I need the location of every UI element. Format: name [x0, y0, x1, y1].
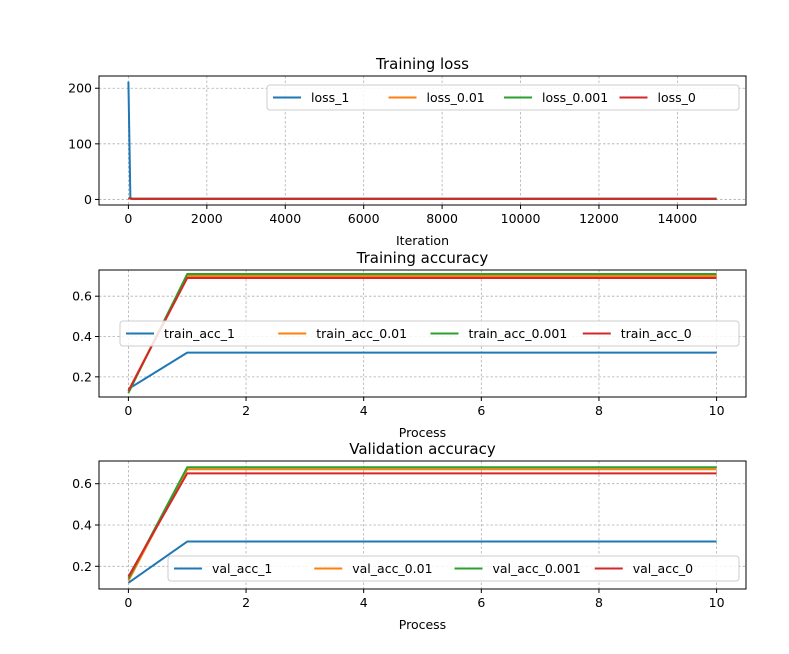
x-axis-label: Process [399, 617, 446, 632]
x-tick-label: 6 [477, 595, 485, 610]
series-line-loss_0 [128, 197, 717, 200]
y-tick-label: 0.2 [72, 559, 92, 574]
legend-entry: loss_1 [311, 90, 349, 105]
y-tick-label: 0.6 [72, 289, 92, 304]
x-tick-label: 8 [595, 595, 603, 610]
legend: train_acc_1 train_acc_0.01 train_acc_0.001… [119, 320, 740, 347]
legend-box [266, 84, 740, 111]
axes-frame [98, 75, 747, 206]
x-tick-label: 0 [124, 595, 132, 610]
chart-title: Training accuracy [356, 249, 489, 267]
chart-2: 0 2 4 6 8 10 0.2 0.4 0.6 Training accuracy Process… [72, 249, 747, 440]
y-tick-label: 0.6 [72, 476, 92, 491]
x-tick-label: 0 [124, 403, 132, 418]
x-tick-label: 6 [477, 403, 485, 418]
legend: val_acc_1 val_acc_0.01 val_acc_0.001 val_ac… [167, 555, 740, 582]
x-tick-label: 10 [709, 403, 725, 418]
series-line-val_acc_0 [127, 472, 717, 578]
y-tick-label: 0.4 [72, 329, 92, 344]
series-line-train_acc_1 [127, 351, 717, 390]
y-tick-label: 0.4 [72, 518, 92, 533]
x-tick-label: 2000 [191, 211, 223, 226]
legend-entry: val_acc_0.01 [352, 561, 432, 576]
legend-entry: val_acc_1 [212, 561, 272, 576]
chart-title: Validation accuracy [349, 440, 496, 458]
x-axis-label: Iteration [396, 233, 449, 248]
chart-1: 0 2000 4000 6000 8000 10000 12000 14000 0 100 200 T… [68, 55, 747, 248]
series-line-val_acc_1 [127, 540, 717, 584]
y-tick-label: 200 [68, 81, 92, 96]
x-tick-label: 4000 [269, 211, 301, 226]
x-tick-label: 2 [242, 403, 250, 418]
legend-entry: val_acc_0.001 [493, 561, 581, 576]
legend-box [119, 320, 740, 347]
legend-entry: loss_0.01 [427, 90, 485, 105]
legend-entry: train_acc_0.001 [469, 326, 568, 341]
y-tick-label: 0 [84, 192, 92, 207]
x-tick-label: 4 [360, 595, 368, 610]
legend-entry: loss_0.001 [542, 90, 608, 105]
legend: loss_1 loss_0.01 loss_0.001 loss_0 [266, 84, 740, 111]
chart-title: Training loss [375, 55, 469, 73]
chart-3: 0 2 4 6 8 10 0.2 0.4 0.6 Validation accuracy Proce… [72, 440, 747, 632]
x-tick-label: 6000 [348, 211, 380, 226]
x-tick-label: 2 [242, 595, 250, 610]
legend-box [167, 555, 740, 582]
legend-entry: train_acc_0 [621, 326, 692, 341]
legend-entry: train_acc_1 [164, 326, 235, 341]
x-tick-label: 8 [595, 403, 603, 418]
y-tick-label: 0.2 [72, 369, 92, 384]
y-tick-label: 100 [68, 136, 92, 151]
x-tick-label: 14000 [657, 211, 697, 226]
x-tick-label: 10 [709, 595, 725, 610]
x-tick-label: 12000 [579, 211, 619, 226]
x-tick-label: 4 [360, 403, 368, 418]
x-tick-label: 0 [124, 211, 132, 226]
legend-entry: train_acc_0.01 [316, 326, 407, 341]
x-tick-label: 10000 [501, 211, 541, 226]
axes-frame [98, 269, 747, 398]
series-line-train_acc_0 [127, 277, 717, 392]
x-tick-label: 8000 [426, 211, 458, 226]
legend-entry: loss_0 [658, 90, 696, 105]
legend-entry: val_acc_0 [633, 561, 693, 576]
x-axis-label: Process [399, 425, 446, 440]
